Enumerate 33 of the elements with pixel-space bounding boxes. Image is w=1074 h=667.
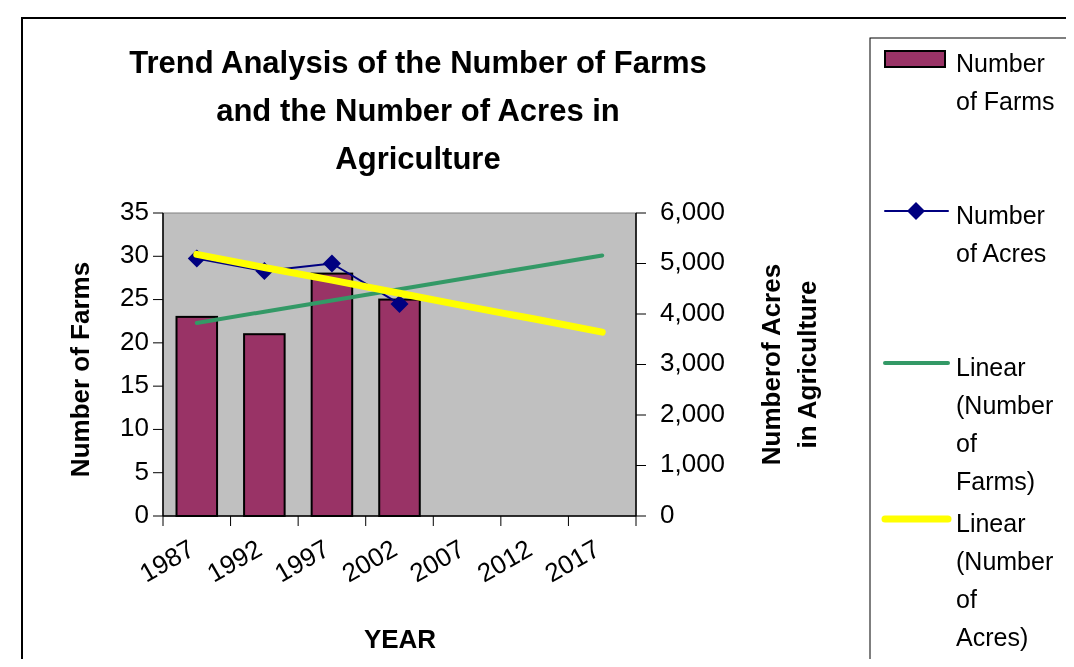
x-tick-label: 2002 [336, 533, 402, 589]
x-tick-label: 1987 [134, 533, 200, 589]
y2-tick-label: 1,000 [660, 448, 726, 479]
x-tick-label: 2017 [539, 533, 605, 589]
x-axis-title: YEAR [363, 624, 437, 654]
y2-tick-label: 0 [660, 498, 675, 529]
legend-label: Linear (Number of Farms) [956, 352, 1054, 495]
point [390, 294, 409, 313]
y-tick-label: 25 [120, 282, 149, 313]
x-tick-label: 1992 [201, 533, 267, 589]
y2-axis-title: Numberof Acres in Agriculture [755, 263, 822, 466]
y-tick-label: 30 [120, 239, 149, 270]
legend-label: Linear (Number of Acres) [956, 508, 1054, 651]
legend-label: Number of Farms [956, 48, 1055, 115]
y-tick-label: 0 [134, 498, 149, 529]
y2-tick-label: 5,000 [660, 246, 726, 277]
x-tick-label: 2007 [404, 533, 470, 589]
y-axis-title: Number of Farms [64, 261, 95, 478]
y2-tick-label: 6,000 [660, 195, 726, 226]
y2-tick-label: 4,000 [660, 296, 726, 327]
y2-tick-label: 2,000 [660, 397, 726, 428]
legend-label: Number of Acres [956, 200, 1047, 267]
point [322, 254, 341, 273]
x-tick-label: 1997 [269, 533, 335, 589]
y-tick-label: 15 [120, 369, 149, 400]
y2-tick-label: 3,000 [660, 347, 726, 378]
y-tick-label: 10 [120, 412, 149, 443]
line-series [194, 253, 605, 325]
chart-title: Trend Analysis of the Number of Farms and the Number of Acres in Agriculture [129, 45, 707, 177]
y-tick-label: 35 [120, 195, 149, 226]
y-tick-label: 5 [134, 455, 149, 486]
x-tick-label: 2012 [471, 533, 538, 589]
y-tick-label: 20 [120, 325, 149, 356]
